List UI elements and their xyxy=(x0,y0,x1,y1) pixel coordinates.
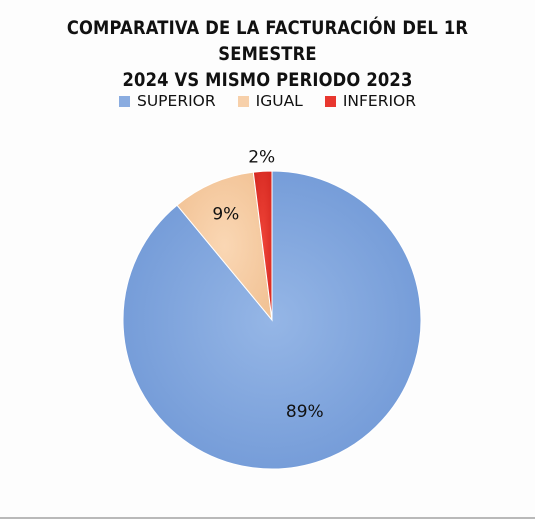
legend-label-superior: SUPERIOR xyxy=(137,92,216,110)
legend-swatch-superior xyxy=(119,95,130,107)
chart-title-line-1: COMPARATIVA DE LA FACTURACIÓN DEL 1R SEM… xyxy=(66,17,469,65)
pie-label-inferior: 2% xyxy=(248,147,275,167)
pie-slice-inferior xyxy=(252,170,273,321)
legend-item-inferior: INFERIOR xyxy=(324,92,416,110)
legend-label-igual: IGUAL xyxy=(255,92,303,110)
legend-label-inferior: INFERIOR xyxy=(342,92,416,110)
legend-item-superior: SUPERIOR xyxy=(119,92,216,110)
pie-label-superior: 89% xyxy=(286,402,324,422)
legend-swatch-inferior xyxy=(324,95,336,107)
legend-item-igual: IGUAL xyxy=(237,92,303,110)
legend: SUPERIOR IGUAL INFERIOR xyxy=(0,92,535,110)
legend-swatch-igual xyxy=(237,95,249,107)
chart-title: COMPARATIVA DE LA FACTURACIÓN DEL 1R SEM… xyxy=(37,15,497,93)
pie-slice-igual xyxy=(176,171,273,322)
chart-title-line-2: 2024 VS MISMO PERIODO 2023 xyxy=(122,69,413,91)
pie-label-igual: 9% xyxy=(212,204,239,224)
